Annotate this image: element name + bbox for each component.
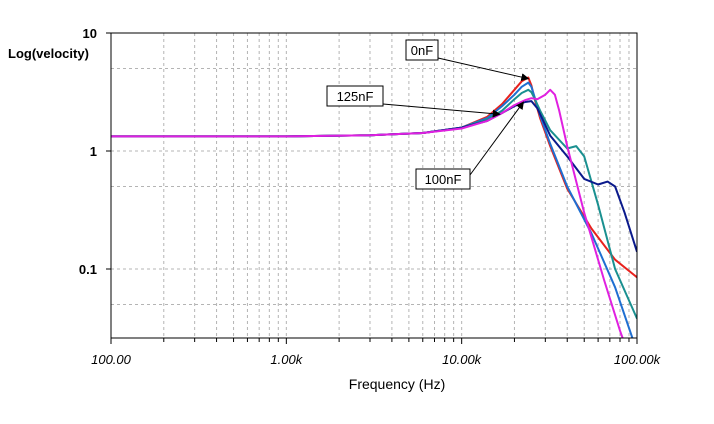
annotation-arrow: [382, 103, 501, 118]
plot-background: [111, 33, 637, 338]
annotation-box: [415, 168, 471, 190]
annotation-arrow: [469, 101, 525, 176]
annotation-box: [326, 85, 384, 107]
x-tick-label: 10.00k: [442, 352, 483, 367]
series-line-5: [111, 88, 624, 338]
ticks: 100.00 1.00k 10.00k 100.00k 10 1 0.1: [79, 26, 662, 367]
annotation-label: 125nF: [337, 89, 374, 104]
plot-frame: [110, 32, 638, 339]
y-tick-label: 1: [90, 144, 97, 159]
y-tick-label: 0.1: [79, 262, 97, 277]
y-tick-label: 10: [83, 26, 97, 41]
y-axis-label: Log(velocity): [8, 46, 89, 61]
annotation-arrow: [437, 57, 530, 82]
annotation-label: 100nF: [425, 172, 462, 187]
annotations: 0nF 125nF 100nF: [326, 39, 530, 190]
annotation-label: 0nF: [411, 43, 433, 58]
x-tick-label: 1.00k: [270, 352, 303, 367]
x-tick-label: 100.00: [91, 352, 132, 367]
axis-labels: Log(velocity) Frequency (Hz): [8, 46, 445, 392]
x-axis-label: Frequency (Hz): [349, 376, 445, 392]
x-tick-label: 100.00k: [614, 352, 662, 367]
annotation-box: [405, 39, 439, 61]
